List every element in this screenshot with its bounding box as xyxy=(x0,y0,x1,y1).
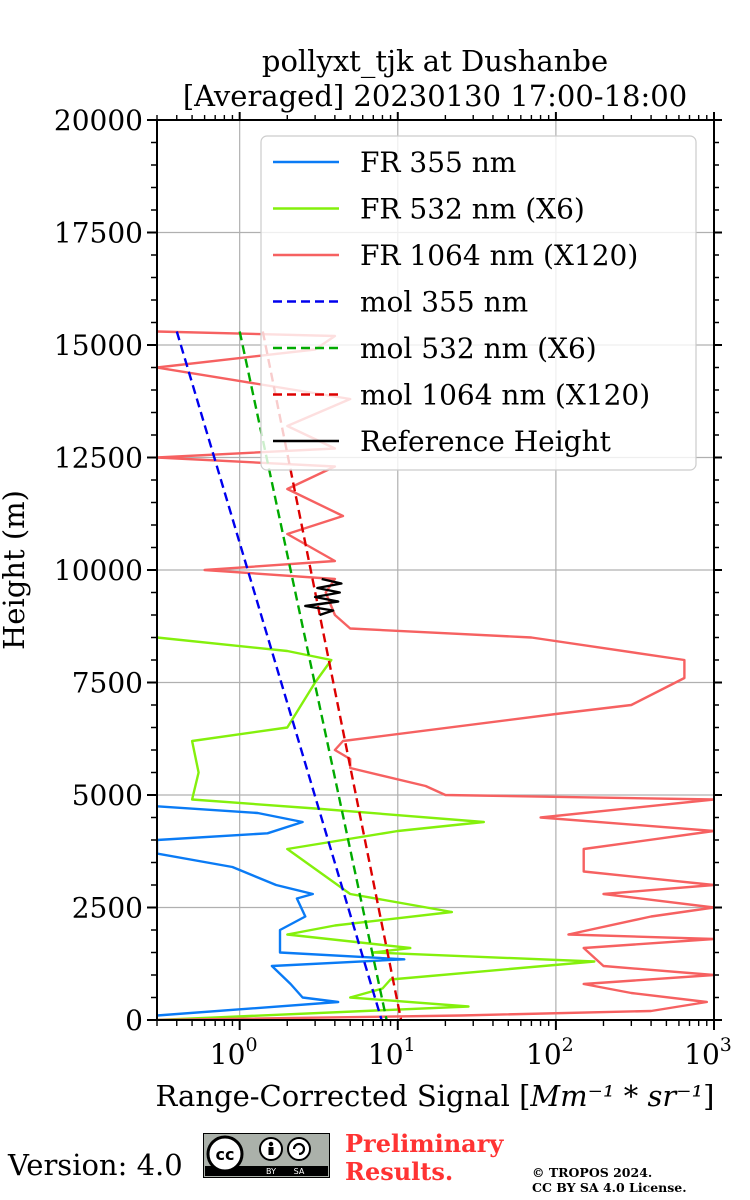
y-tick-label: 7500 xyxy=(72,667,143,700)
chart-title: pollyxt_tjk at Dushanbe xyxy=(262,44,608,79)
series-mol-355-nm xyxy=(175,331,383,1020)
legend-label: FR 1064 nm (X120) xyxy=(360,239,638,272)
y-tick-label: 15000 xyxy=(54,329,143,362)
y-tick-label: 17500 xyxy=(54,217,143,250)
legend-box xyxy=(260,135,697,471)
x-tick-label: 102 xyxy=(526,1034,574,1071)
sa-icon xyxy=(287,1137,311,1161)
series-fr-355-nm xyxy=(157,805,406,1017)
version-label: Version: 4.0 xyxy=(8,1148,183,1182)
series-reference-height xyxy=(304,577,343,617)
lidar-profile-chart: pollyxt_tjk at Dushanbe [Averaged] 20230… xyxy=(0,44,732,1113)
ticks: 0 2500 5000 7500 10000 12500 15000 17500 20000 10… xyxy=(54,104,732,1071)
copyright-line-1: © TROPOS 2024. xyxy=(532,1165,653,1180)
cc-logo-text: cc xyxy=(216,1145,235,1164)
series-fr-532-nm-x6 xyxy=(157,636,596,1020)
y-tick-label: 10000 xyxy=(54,554,143,587)
legend-label: Reference Height xyxy=(360,425,612,458)
cc-sa-text: SA xyxy=(294,1167,305,1176)
preliminary-line-2: Results. xyxy=(345,1157,454,1186)
y-tick-label: 20000 xyxy=(54,104,143,137)
y-tick-label: 5000 xyxy=(72,779,143,812)
x-axis-label: Range-Corrected Signal [Mm⁻¹ * sr⁻¹] xyxy=(156,1079,715,1113)
x-tick-label: 103 xyxy=(684,1034,732,1071)
chart-subtitle: [Averaged] 20230130 17:00-18:00 xyxy=(183,79,687,113)
legend-label: mol 1064 nm (X120) xyxy=(360,379,650,412)
legend-label: mol 355 nm xyxy=(360,286,528,319)
cc-by-text: BY xyxy=(266,1167,276,1176)
preliminary-notice: Preliminary Results. xyxy=(345,1130,503,1186)
legend-label: mol 532 nm (X6) xyxy=(360,332,597,365)
x-tick-label: 101 xyxy=(368,1034,416,1071)
y-axis-label: Height (m) xyxy=(0,490,31,650)
x-tick-label: 100 xyxy=(210,1034,258,1071)
y-tick-label: 2500 xyxy=(72,892,143,925)
legend-label: FR 355 nm xyxy=(360,146,516,179)
legend: FR 355 nm FR 532 nm (X6) FR 1064 nm (X120)… xyxy=(260,135,697,471)
y-tick-label: 0 xyxy=(125,1004,143,1037)
y-tick-label: 12500 xyxy=(54,442,143,475)
copyright-line-2: CC BY SA 4.0 License. xyxy=(532,1180,687,1195)
cc-license-badge: cc BY SA xyxy=(203,1133,330,1178)
legend-label: FR 532 nm (X6) xyxy=(360,193,585,226)
preliminary-line-1: Preliminary xyxy=(345,1129,504,1158)
copyright-notice: © TROPOS 2024. CC BY SA 4.0 License. xyxy=(532,1165,687,1195)
